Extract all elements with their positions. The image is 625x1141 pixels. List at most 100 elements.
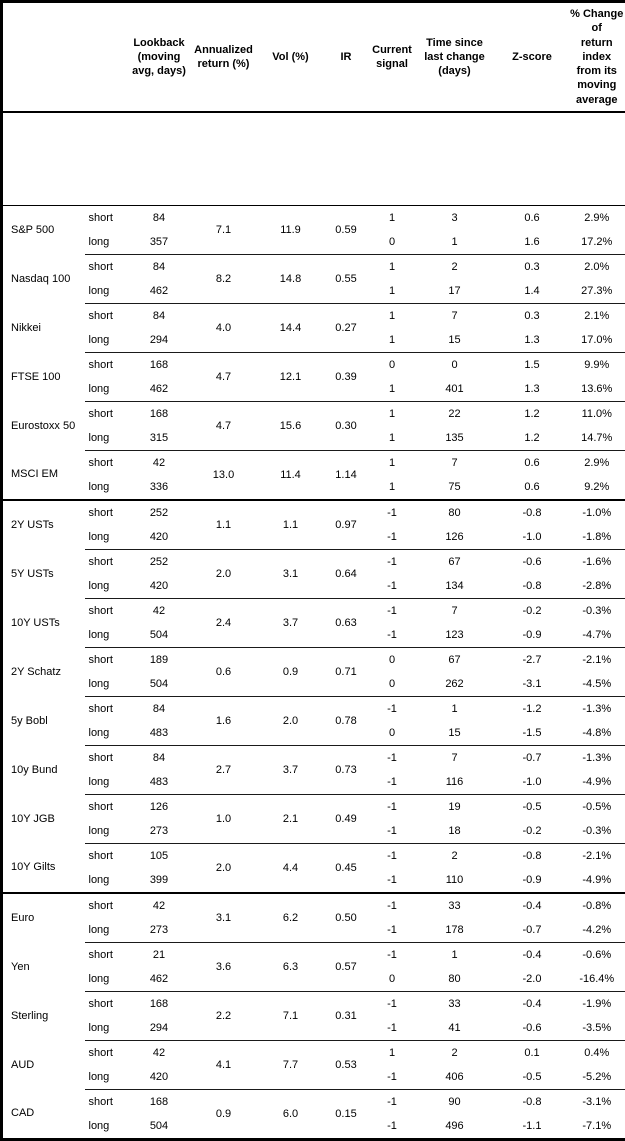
annualized-return-value: 3.1 (188, 893, 260, 943)
annualized-return-value: 1.0 (188, 794, 260, 843)
ir-value: 0.15 (322, 1089, 371, 1139)
zscore-value: -0.6 (496, 549, 569, 574)
asset-name: AUD (2, 1040, 85, 1089)
ir-value: 0.49 (322, 794, 371, 843)
zscore-value: -0.9 (496, 623, 569, 648)
time-since-value: 7 (414, 598, 496, 623)
zscore-value: 0.6 (496, 205, 569, 230)
position-label: short (85, 794, 131, 819)
current-signal-value: -1 (371, 893, 414, 918)
time-since-value: 2 (414, 1040, 496, 1065)
position-label: short (85, 942, 131, 967)
annualized-return-value: 2.0 (188, 549, 260, 598)
position-label: short (85, 843, 131, 868)
current-signal-value: 0 (371, 672, 414, 697)
zscore-value: -1.5 (496, 721, 569, 746)
time-since-value: 18 (414, 819, 496, 844)
time-since-value: 80 (414, 500, 496, 525)
zscore-value: 1.5 (496, 352, 569, 377)
current-signal-value: 0 (371, 352, 414, 377)
time-since-value: 262 (414, 672, 496, 697)
pct-change-value: 2.1% (569, 303, 625, 328)
pct-change-value: -0.3% (569, 819, 625, 844)
time-since-value: 110 (414, 868, 496, 893)
current-signal-value: -1 (371, 942, 414, 967)
zscore-value: 1.3 (496, 377, 569, 402)
time-since-value: 33 (414, 991, 496, 1016)
header-divider (2, 112, 625, 205)
current-signal-value: -1 (371, 696, 414, 721)
time-since-value: 135 (414, 426, 496, 451)
position-label: long (85, 967, 131, 992)
current-signal-value: -1 (371, 1065, 414, 1090)
vol-value: 6.2 (260, 893, 322, 943)
asset-name: 5Y USTs (2, 549, 85, 598)
zscore-value: 0.6 (496, 475, 569, 500)
lookback-value: 357 (131, 230, 188, 255)
lookback-value: 84 (131, 254, 188, 279)
lookback-value: 105 (131, 843, 188, 868)
pct-change-value: -1.3% (569, 745, 625, 770)
ir-value: 0.78 (322, 696, 371, 745)
annualized-return-value: 2.7 (188, 745, 260, 794)
zscore-value: 1.2 (496, 426, 569, 451)
lookback-value: 252 (131, 549, 188, 574)
lookback-value: 168 (131, 991, 188, 1016)
annualized-return-value: 4.7 (188, 352, 260, 401)
lookback-value: 294 (131, 328, 188, 353)
position-label: long (85, 1016, 131, 1041)
lookback-value: 420 (131, 574, 188, 599)
current-signal-value: 1 (371, 205, 414, 230)
current-signal-value: -1 (371, 1016, 414, 1041)
annualized-return-value: 4.1 (188, 1040, 260, 1089)
current-signal-value: 1 (371, 328, 414, 353)
pct-change-value: 13.6% (569, 377, 625, 402)
pct-change-value: 2.0% (569, 254, 625, 279)
lookback-value: 126 (131, 794, 188, 819)
pct-change-value: -7.1% (569, 1114, 625, 1140)
zscore-value: -1.2 (496, 696, 569, 721)
asset-name: 5y Bobl (2, 696, 85, 745)
vol-value: 12.1 (260, 352, 322, 401)
zscore-value: 1.4 (496, 279, 569, 304)
zscore-value: 0.3 (496, 254, 569, 279)
pct-change-value: 17.0% (569, 328, 625, 353)
time-since-value: 7 (414, 745, 496, 770)
annualized-return-value: 0.6 (188, 647, 260, 696)
position-label: short (85, 401, 131, 426)
zscore-value: -0.4 (496, 893, 569, 918)
lookback-value: 84 (131, 303, 188, 328)
annualized-return-value: 13.0 (188, 450, 260, 500)
lookback-value: 168 (131, 1089, 188, 1114)
ir-value: 0.97 (322, 500, 371, 550)
pct-change-value: 9.9% (569, 352, 625, 377)
vol-value: 6.3 (260, 942, 322, 991)
pct-change-value: 17.2% (569, 230, 625, 255)
vol-value: 6.0 (260, 1089, 322, 1139)
time-since-value: 1 (414, 696, 496, 721)
position-label: long (85, 721, 131, 746)
position-label: long (85, 328, 131, 353)
lookback-value: 273 (131, 819, 188, 844)
position-label: short (85, 450, 131, 475)
pct-change-value: -2.8% (569, 574, 625, 599)
lookback-value: 252 (131, 500, 188, 525)
current-signal-value: -1 (371, 598, 414, 623)
column-header-current-signal: Current signal (371, 2, 414, 113)
column-header-vol: Vol (%) (260, 2, 322, 113)
vol-value: 14.8 (260, 254, 322, 303)
lookback-value: 504 (131, 623, 188, 648)
pct-change-value: -0.8% (569, 893, 625, 918)
pct-change-value: 11.0% (569, 401, 625, 426)
zscore-value: 1.6 (496, 230, 569, 255)
current-signal-value: -1 (371, 549, 414, 574)
position-label: short (85, 745, 131, 770)
zscore-value: -2.7 (496, 647, 569, 672)
current-signal-value: -1 (371, 623, 414, 648)
zscore-value: -3.1 (496, 672, 569, 697)
